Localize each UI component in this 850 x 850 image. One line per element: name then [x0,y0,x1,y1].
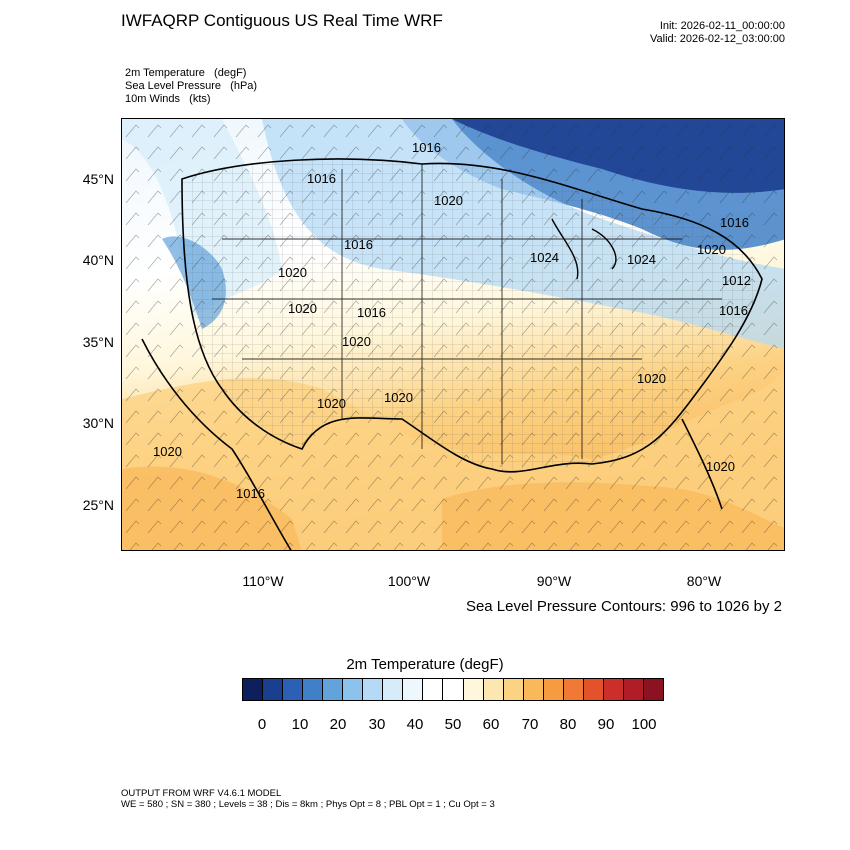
contour-labels: 1016 1016 1020 1016 1020 1024 1024 1020 … [153,140,751,501]
contour-label: 1016 [412,140,441,155]
variable-pressure: Sea Level Pressure (hPa) [125,80,258,92]
colorbar-swatch [563,679,584,700]
colorbar-label: 20 [329,716,347,733]
contour-label: 1016 [357,305,386,320]
colorbar-label: 60 [482,716,500,733]
variable-list: 2m Temperature (degF) Sea Level Pressure… [125,67,257,106]
colorbar-label: 10 [291,716,309,733]
map-canvas: 1016 1016 1020 1016 1020 1024 1024 1020 … [122,119,784,550]
colorbar-swatch [423,679,444,700]
contour-label: 1024 [627,252,656,267]
colorbar-swatch [323,679,344,700]
lat-tick-label: 25°N [82,497,114,513]
contour-label: 1020 [384,390,413,405]
weather-map: 1016 1016 1020 1016 1020 1024 1024 1020 … [121,118,785,551]
colorbar-label: 100 [631,716,657,733]
colorbar-swatch [343,679,364,700]
colorbar-label: 50 [444,716,462,733]
contour-label: 1020 [706,459,735,474]
contour-label: 1020 [153,444,182,459]
colorbar-swatch [403,679,424,700]
wind-barbs [122,119,784,550]
lon-tick-label: 100°W [387,573,431,589]
colorbar-swatch [443,679,464,700]
contour-label: 1020 [434,193,463,208]
model-version: OUTPUT FROM WRF V4.6.1 MODEL [121,788,282,799]
contour-label: 1020 [278,265,307,280]
colorbar-swatch [263,679,284,700]
colorbar-label: 90 [597,716,615,733]
lat-tick-label: 35°N [82,334,114,350]
contour-label: 1016 [720,215,749,230]
contour-label: 1020 [637,371,666,386]
colorbar-swatch [623,679,644,700]
slp-contour-note: Sea Level Pressure Contours: 996 to 1026… [465,598,782,615]
colorbar-swatch [383,679,404,700]
lon-tick-label: 110°W [242,573,284,589]
colorbar-swatch [243,679,264,700]
colorbar-swatch [503,679,524,700]
valid-time: Valid: 2026-02-12_03:00:00 [650,33,785,45]
contour-label: 1016 [307,171,336,186]
contour-label: 1016 [236,486,265,501]
colorbar-swatch [523,679,544,700]
plot-title: IWFAQRP Contiguous US Real Time WRF [121,11,443,30]
contour-label: 1020 [342,334,371,349]
contour-label: 1012 [722,273,751,288]
colorbar-swatch [603,679,624,700]
colorbar-swatch [583,679,604,700]
colorbar-label: 40 [406,716,424,733]
colorbar-swatch [363,679,384,700]
contour-label: 1016 [719,303,748,318]
lon-tick-label: 80°W [686,573,722,589]
contour-label: 1016 [344,237,373,252]
colorbar-label: 0 [257,716,267,733]
colorbar-label: 70 [521,716,539,733]
colorbar-swatch [303,679,324,700]
contour-label: 1020 [317,396,346,411]
colorbar-swatch [283,679,304,700]
run-times: Init: 2026-02-11_00:00:00 Valid: 2026-02… [650,20,785,46]
lat-tick-label: 30°N [82,415,114,431]
colorbar-label: 30 [368,716,386,733]
lon-tick-label: 90°W [536,573,572,589]
colorbar [242,678,664,701]
variable-temperature: 2m Temperature (degF) [125,67,247,79]
contour-label: 1020 [697,242,726,257]
init-time: Init: 2026-02-11_00:00:00 [659,20,785,32]
colorbar-label: 80 [559,716,577,733]
model-config: WE = 580 ; SN = 380 ; Levels = 38 ; Dis … [121,799,495,810]
colorbar-swatch [463,679,484,700]
variable-winds: 10m Winds (kts) [125,93,211,105]
colorbar-title: 2m Temperature (degF) [346,656,504,673]
colorbar-swatch [643,679,663,700]
colorbar-swatch [543,679,564,700]
lat-tick-label: 40°N [82,252,114,268]
model-footer: OUTPUT FROM WRF V4.6.1 MODEL WE = 580 ; … [121,788,495,810]
contour-label: 1024 [530,250,559,265]
contour-label: 1020 [288,301,317,316]
colorbar-swatch [483,679,504,700]
lat-tick-label: 45°N [82,171,114,187]
